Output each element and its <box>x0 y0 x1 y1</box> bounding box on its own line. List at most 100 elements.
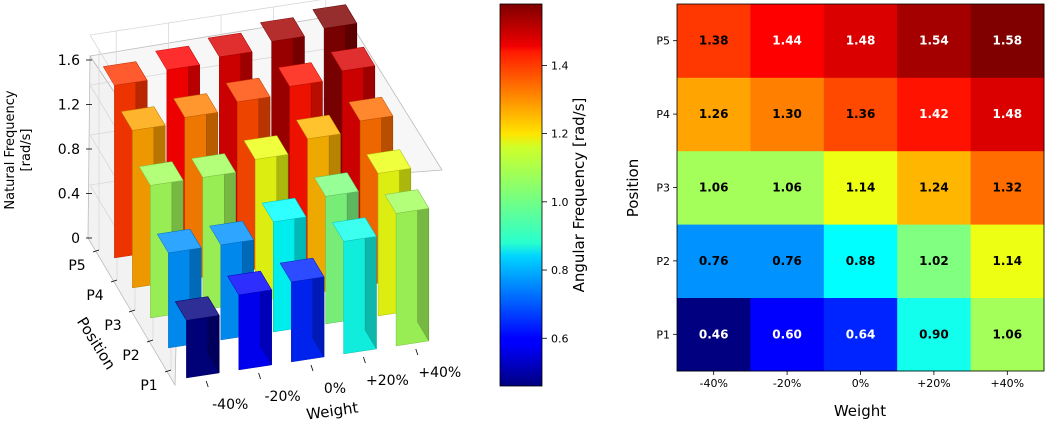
heatmap-cells: 0.46 0.60 0.64 0.90 1.06 0.76 0.76 0.88 1.02 1.14… <box>677 4 1045 372</box>
heatmap-value-label: 1.14 <box>992 254 1022 268</box>
heatmap-x-tick-label: +40% <box>990 377 1024 390</box>
colorbar-tick-label: 0.8 <box>551 264 569 277</box>
x-tick-label-3d: +20% <box>366 373 409 389</box>
z-tick-label-3d: 0 <box>71 231 80 247</box>
heatmap-cell <box>823 4 898 78</box>
heatmap-cell <box>897 4 971 78</box>
y-tick-label-3d: P4 <box>86 288 103 304</box>
heatmap-value-label: 1.06 <box>699 181 729 195</box>
heatmap-cell <box>970 77 1045 152</box>
colorbar-tick-label: 1.2 <box>551 128 569 141</box>
heatmap-y-label: Position <box>624 159 642 217</box>
colorbar-tick-label: 1.0 <box>551 196 569 209</box>
heatmap-value-label: 0.76 <box>772 254 802 268</box>
heatmap-cell <box>750 297 825 372</box>
heatmap-cell <box>677 297 751 372</box>
heatmap-value-label: 0.88 <box>846 254 876 268</box>
heatmap-cell <box>750 77 825 152</box>
colorbar-ticks: 0.6 0.8 1.0 1.2 1.4 <box>542 59 569 345</box>
heatmap-value-label: 1.48 <box>846 34 876 48</box>
y-tick-3d <box>110 279 118 283</box>
heatmap-x-tick-label: 0% <box>852 377 869 390</box>
bars-3d <box>102 3 430 379</box>
heatmap-panel: 0.46 0.60 0.64 0.90 1.06 0.76 0.76 0.88 1.02 1.14… <box>624 3 1045 420</box>
heatmap-cell <box>897 150 971 225</box>
z-tick-label-3d: 1.2 <box>58 98 80 114</box>
x-tick-label-3d: -20% <box>265 389 301 405</box>
bar-3d-P1-0% <box>279 257 325 363</box>
z-tick-label-3d: 0.4 <box>58 187 80 203</box>
x-tick-label-3d: -40% <box>212 397 248 413</box>
y-tick-3d <box>164 369 172 373</box>
colorbar-gradient <box>499 3 543 387</box>
x-tick-3d <box>205 380 209 388</box>
heatmap-cell <box>750 150 825 225</box>
heatmap-y-tick-label: P3 <box>656 182 670 195</box>
heatmap-value-label: 1.36 <box>846 107 876 121</box>
colorbar: 0.6 0.8 1.0 1.2 1.4 Angular Frequency [rad/s… <box>499 3 588 387</box>
heatmap-value-label: 0.90 <box>919 327 949 341</box>
heatmap-cell <box>677 77 751 152</box>
y-tick-3d <box>92 249 100 253</box>
heatmap-value-label: 1.58 <box>992 34 1022 48</box>
heatmap-cell <box>970 4 1045 78</box>
heatmap-value-label: 0.76 <box>699 254 729 268</box>
colorbar-label: Angular Frequency [rad/s] <box>570 98 588 293</box>
heatmap-cell <box>677 224 751 298</box>
heatmap-cell <box>970 224 1045 298</box>
heatmap-y-tick-label: P1 <box>656 328 670 341</box>
heatmap-y-tick-label: P4 <box>656 108 670 121</box>
heatmap-value-label: 0.60 <box>772 327 802 341</box>
heatmap-x-tick-label: +20% <box>917 377 951 390</box>
heatmap-value-label: 1.48 <box>992 107 1022 121</box>
y-tick-3d <box>146 339 154 343</box>
heatmap-value-label: 1.32 <box>992 181 1022 195</box>
z-axis-label-line2: [rad/s] <box>19 129 34 172</box>
bar-3d-P1-+20% <box>331 216 377 355</box>
heatmap-x-label: Weight <box>834 402 886 420</box>
heatmap-x-tick-label: -20% <box>773 377 801 390</box>
heatmap-cell <box>823 150 898 225</box>
y-tick-label-3d: P2 <box>122 348 139 364</box>
x-tick-3d <box>415 348 419 356</box>
heatmap-value-label: 1.42 <box>919 107 949 121</box>
x-tick-label-3d: 0% <box>324 381 346 397</box>
heatmap-y-tick-label: P5 <box>656 35 670 48</box>
y-tick-label-3d: P3 <box>104 318 121 334</box>
heatmap-cell <box>823 77 898 152</box>
y-tick-label-3d: P1 <box>140 378 157 394</box>
heatmap-cell <box>677 4 751 78</box>
heatmap-value-label: 0.64 <box>846 327 876 341</box>
heatmap-value-label: 1.06 <box>772 181 802 195</box>
heatmap-value-label: 0.46 <box>699 327 729 341</box>
y-tick-3d <box>128 309 136 313</box>
heatmap-cell <box>897 224 971 298</box>
heatmap-value-label: 1.14 <box>846 181 876 195</box>
heatmap-value-label: 1.38 <box>699 34 729 48</box>
x-tick-label-3d: +40% <box>418 365 461 381</box>
x-tick-3d <box>310 364 314 372</box>
heatmap-value-label: 1.02 <box>919 254 949 268</box>
heatmap-cell <box>970 150 1045 225</box>
y-tick-label-3d: P5 <box>68 258 85 274</box>
heatmap-cell <box>677 150 751 225</box>
heatmap-cell <box>897 297 971 372</box>
heatmap-cell <box>823 224 898 298</box>
heatmap-cell <box>897 77 971 152</box>
z-tick-label-3d: 1.6 <box>58 53 80 69</box>
colorbar-tick-label: 1.4 <box>551 59 569 72</box>
heatmap-value-label: 1.26 <box>699 107 729 121</box>
bar-3d-P1--40% <box>174 295 220 379</box>
heatmap-value-label: 1.54 <box>919 34 949 48</box>
colorbar-tick-label: 0.6 <box>551 332 569 345</box>
heatmap-cell <box>750 4 825 78</box>
bar-3d-P1-+40% <box>384 188 430 347</box>
heatmap-value-label: 1.06 <box>992 327 1022 341</box>
x-tick-3d <box>258 372 261 380</box>
heatmap-cell <box>970 297 1045 372</box>
x-axis-label-3d: Weight <box>305 398 359 423</box>
heatmap-value-label: 1.44 <box>772 34 802 48</box>
heatmap-cell <box>823 297 898 372</box>
